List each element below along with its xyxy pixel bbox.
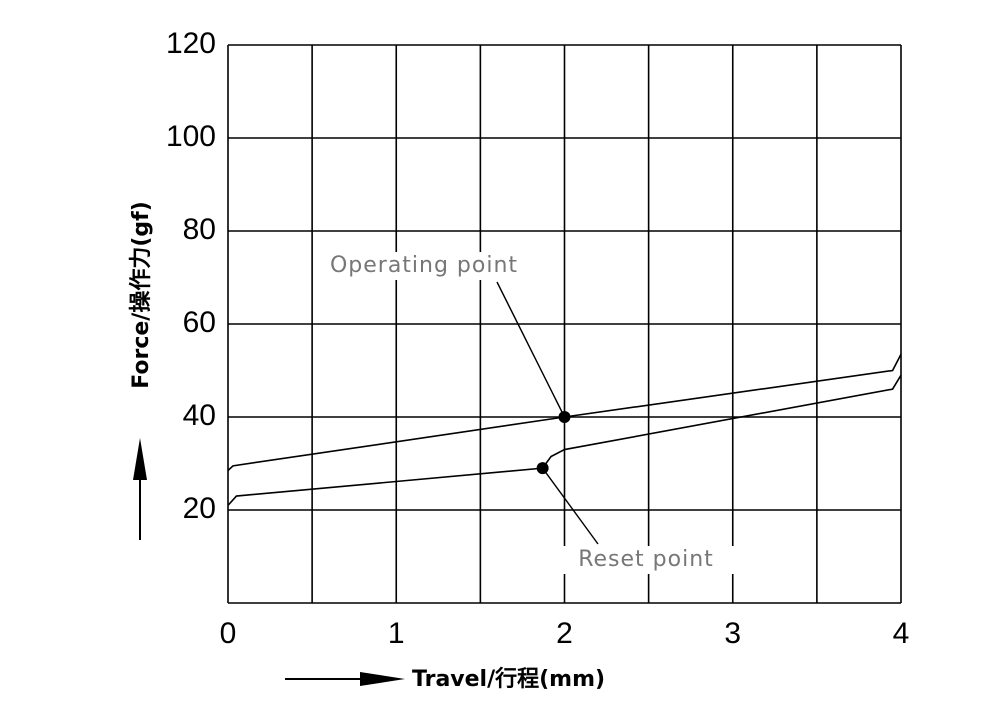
leader-line <box>542 467 599 545</box>
annotation: Reset point <box>578 547 714 572</box>
annotation: Operating point <box>330 253 518 278</box>
y-tick-label: 60 <box>183 306 216 339</box>
axis-arrows <box>133 438 405 686</box>
x-tick-label: 0 <box>220 617 237 650</box>
y-axis-label: Force/操作力(gf) <box>129 201 154 389</box>
point-marker <box>536 462 549 475</box>
curve <box>227 374 902 506</box>
label-bg <box>324 252 524 280</box>
x-tick-label: 2 <box>556 617 573 650</box>
y-tick-label: 100 <box>166 120 216 153</box>
y-tick-label: 40 <box>183 399 216 432</box>
label-bg <box>546 546 746 574</box>
x-axis-label: Travel/行程(mm) <box>412 666 605 692</box>
point-marker <box>558 411 571 423</box>
x-tick-label: 3 <box>724 617 741 650</box>
leader-line <box>496 281 566 418</box>
y-tick-label: 80 <box>183 213 216 246</box>
x-tick-label: 4 <box>893 617 910 650</box>
y-tick-label: 120 <box>166 27 216 60</box>
x-tick-label: 1 <box>388 617 405 650</box>
y-tick-label: 20 <box>183 492 216 525</box>
